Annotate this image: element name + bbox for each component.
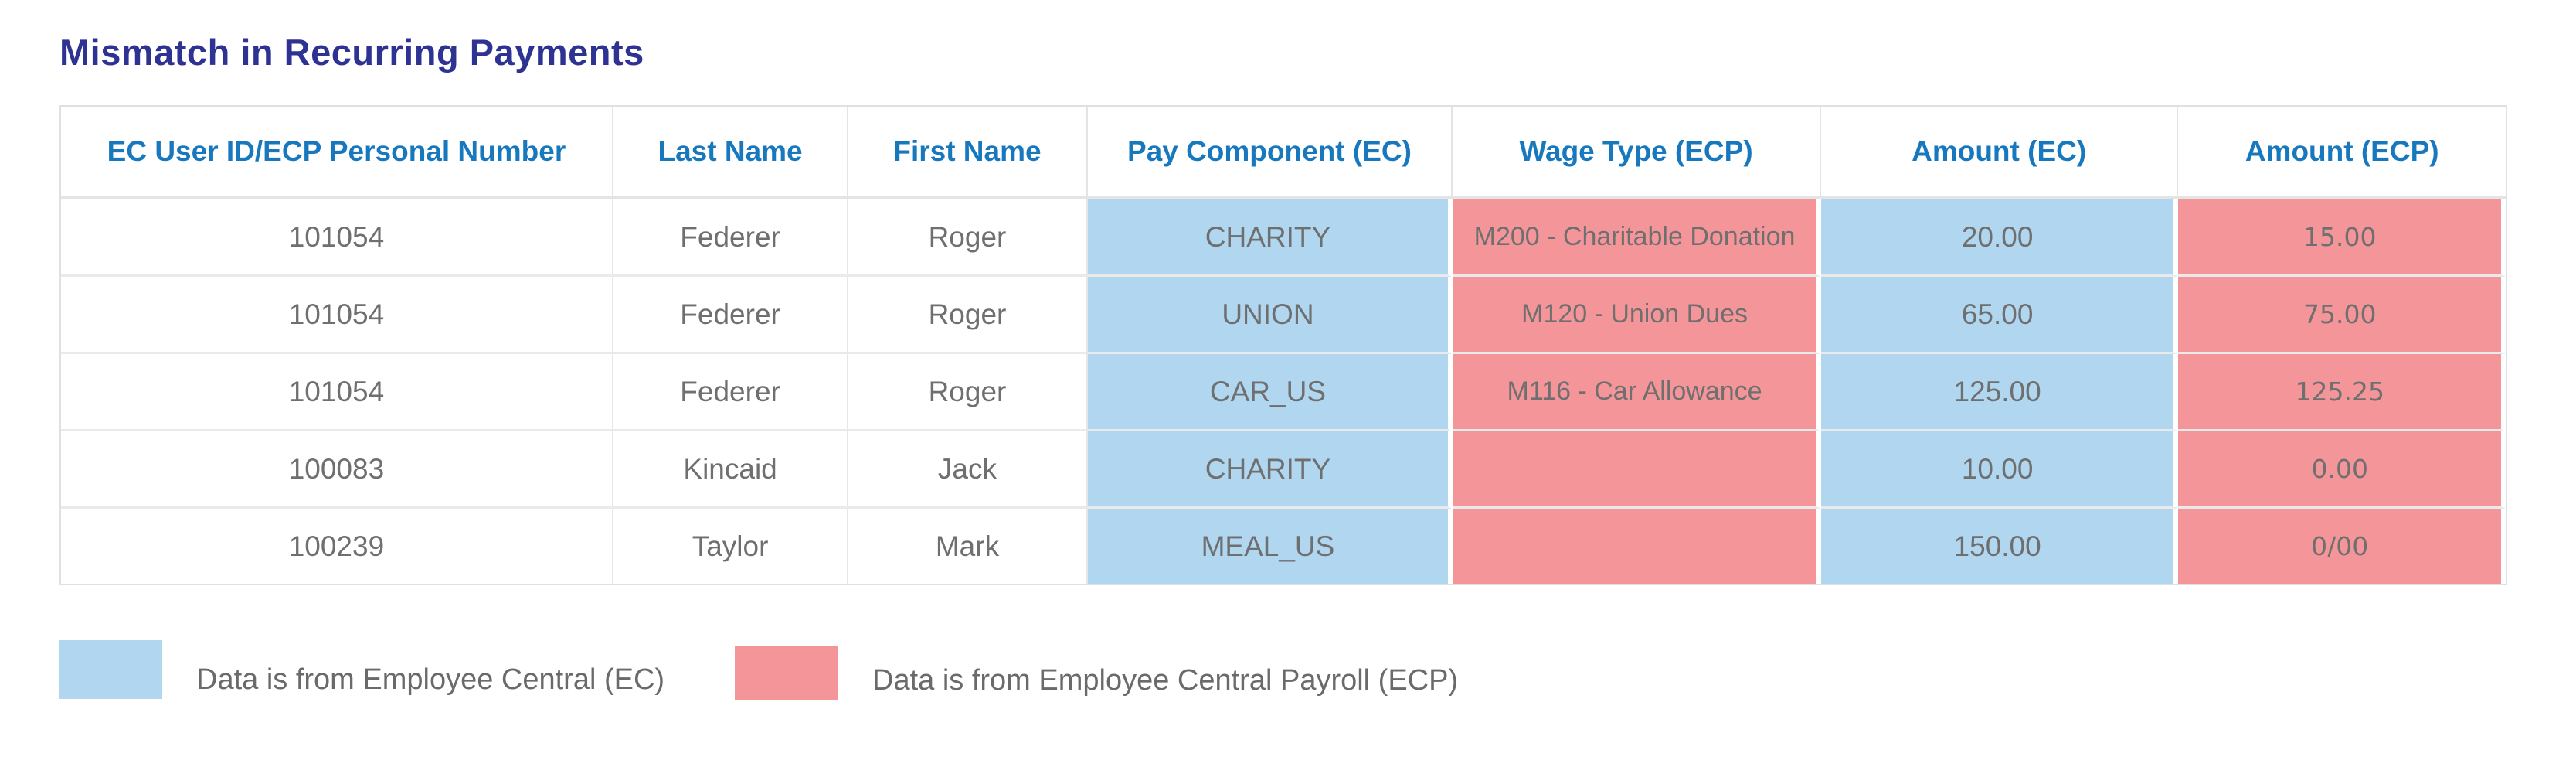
cell-wage-type [1453, 509, 1821, 584]
cell-wage-type: M120 - Union Dues [1453, 277, 1821, 354]
cell-first-name: Roger [848, 199, 1088, 277]
report-title: Mismatch in Recurring Payments [59, 32, 644, 73]
cell-wage-type [1453, 431, 1821, 509]
legend-swatch-ec-icon [59, 640, 162, 699]
cell-amount-ecp: 0/00 [2178, 509, 2506, 584]
column-header-last-name: Last Name [613, 107, 849, 199]
cell-last-name: Federer [613, 277, 849, 354]
column-header-wage-type: Wage Type (ECP) [1453, 107, 1821, 199]
table-frame: EC User ID/ECP Personal Number Last Name… [59, 105, 2507, 585]
table-row: 101054 Federer Roger CHARITY M200 - Char… [61, 199, 2506, 277]
cell-personal-number: 101054 [61, 199, 613, 277]
cell-last-name: Taylor [613, 509, 849, 584]
cell-last-name: Federer [613, 354, 849, 431]
cell-pay-component: MEAL_US [1087, 509, 1453, 584]
cell-personal-number: 100083 [61, 431, 613, 509]
cell-first-name: Mark [848, 509, 1088, 584]
column-header-pay-component: Pay Component (EC) [1087, 107, 1453, 199]
cell-amount-ecp: 15.00 [2178, 199, 2506, 277]
cell-amount-ec: 20.00 [1820, 199, 2179, 277]
cell-amount-ec: 150.00 [1820, 509, 2179, 584]
legend-label-ecp: Data is from Employee Central Payroll (E… [872, 663, 1459, 697]
column-header-first-name: First Name [848, 107, 1088, 199]
cell-pay-component: CHARITY [1087, 431, 1453, 509]
header-row: EC User ID/ECP Personal Number Last Name… [61, 107, 2506, 199]
cell-first-name: Roger [848, 277, 1088, 354]
cell-last-name: Kincaid [613, 431, 849, 509]
cell-pay-component: UNION [1087, 277, 1453, 354]
legend-label-ec: Data is from Employee Central (EC) [196, 663, 665, 696]
legend: Data is from Employee Central (EC) Data … [0, 640, 2576, 710]
legend-item-ec: Data is from Employee Central (EC) [59, 640, 664, 699]
column-header-amount-ecp: Amount (ECP) [2178, 107, 2506, 199]
cell-pay-component: CHARITY [1087, 199, 1453, 277]
legend-swatch-ecp-icon [735, 646, 838, 700]
mismatch-table: EC User ID/ECP Personal Number Last Name… [61, 107, 2506, 584]
legend-item-ecp: Data is from Employee Central Payroll (E… [735, 640, 1458, 700]
table-row: 101054 Federer Roger UNION M120 - Union … [61, 277, 2506, 354]
cell-wage-type: M200 - Charitable Donation [1453, 199, 1821, 277]
cell-amount-ecp: 0.00 [2178, 431, 2506, 509]
cell-personal-number: 100239 [61, 509, 613, 584]
table-row: 100239 Taylor Mark MEAL_US 150.00 0/00 [61, 509, 2506, 584]
cell-amount-ecp: 125.25 [2178, 354, 2506, 431]
cell-amount-ec: 125.00 [1820, 354, 2179, 431]
table-row: 101054 Federer Roger CAR_US M116 - Car A… [61, 354, 2506, 431]
cell-personal-number: 101054 [61, 354, 613, 431]
cell-amount-ec: 10.00 [1820, 431, 2179, 509]
table-row: 100083 Kincaid Jack CHARITY 10.00 0.00 [61, 431, 2506, 509]
cell-amount-ec: 65.00 [1820, 277, 2179, 354]
cell-wage-type: M116 - Car Allowance [1453, 354, 1821, 431]
cell-first-name: Jack [848, 431, 1088, 509]
cell-pay-component: CAR_US [1087, 354, 1453, 431]
column-header-personal-number: EC User ID/ECP Personal Number [61, 107, 613, 199]
cell-amount-ecp: 75.00 [2178, 277, 2506, 354]
cell-first-name: Roger [848, 354, 1088, 431]
cell-last-name: Federer [613, 199, 849, 277]
column-header-amount-ec: Amount (EC) [1820, 107, 2179, 199]
cell-personal-number: 101054 [61, 277, 613, 354]
